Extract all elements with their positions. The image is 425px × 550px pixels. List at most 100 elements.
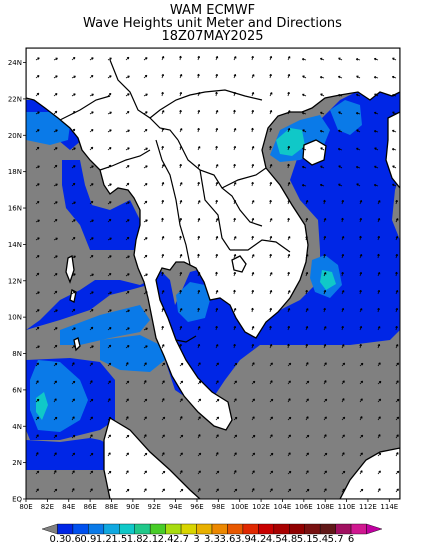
wave-arrow xyxy=(125,219,130,223)
wave-arrow xyxy=(161,344,165,349)
wave-arrow xyxy=(197,127,200,133)
wave-arrow xyxy=(107,183,112,187)
mainland-asia xyxy=(26,48,400,431)
wave-arrow xyxy=(233,163,236,169)
wave-arrow xyxy=(269,181,273,187)
wave-arrow xyxy=(107,452,111,457)
map-field-layer xyxy=(26,48,400,499)
wave-arrow xyxy=(89,452,94,457)
wave-arrow xyxy=(359,325,363,331)
colorbar-label: 3 xyxy=(193,534,200,545)
wave-arrow xyxy=(215,398,220,403)
wave-arrow xyxy=(107,92,112,97)
wave-arrow xyxy=(71,147,76,151)
wave-arrow xyxy=(341,398,345,403)
wave-arrow xyxy=(89,416,93,421)
wave-arrow xyxy=(107,272,112,277)
wave-arrow xyxy=(287,127,291,133)
colorbar-segment xyxy=(350,523,367,535)
wave-arrow xyxy=(179,308,183,313)
wave-arrow xyxy=(323,452,328,457)
wave-arrow xyxy=(305,380,310,385)
wave-arrow xyxy=(341,362,346,367)
wave-arrow xyxy=(107,237,112,241)
wave-arrow xyxy=(71,398,75,403)
wave-arrow xyxy=(269,434,273,439)
wave-arrow xyxy=(53,183,58,187)
wave-arrow xyxy=(269,380,273,385)
wave-arrow xyxy=(107,129,112,133)
wave-arrow xyxy=(53,398,57,403)
wave-arrow xyxy=(287,470,292,475)
wave-arrow xyxy=(251,326,255,331)
lat-tick-label: 24N xyxy=(8,59,22,67)
colorbar-label: 5.4 xyxy=(312,534,329,545)
wave-arrow xyxy=(125,452,129,457)
wave-arrow xyxy=(359,289,362,295)
wave-arrow xyxy=(143,254,148,259)
wave-arrow xyxy=(71,182,76,187)
colorbar-segment xyxy=(211,523,228,535)
wave-arrow xyxy=(341,452,345,457)
wave-arrow xyxy=(320,147,325,151)
wave-arrow xyxy=(341,271,344,277)
wave-arrow xyxy=(35,326,40,331)
wave-arrow xyxy=(89,362,93,367)
wave-arrow xyxy=(323,398,328,403)
wave-arrow xyxy=(53,380,57,385)
wave-arrow xyxy=(269,470,274,475)
wave-arrow xyxy=(197,362,201,367)
colorbar-label: 1.5 xyxy=(111,534,128,545)
wave-arrow xyxy=(125,56,130,61)
wave-arrow xyxy=(35,380,39,385)
wave-arrow xyxy=(89,111,94,115)
wave-arrow xyxy=(251,163,255,169)
wave-arrow xyxy=(269,362,273,367)
wave-arrow xyxy=(125,273,130,277)
wave-arrow xyxy=(374,147,379,151)
lat-tick-label: 8N xyxy=(12,350,22,358)
wave-arrow xyxy=(323,470,327,475)
wave-arrow xyxy=(302,93,307,97)
wave-arrow xyxy=(341,380,345,385)
wave-arrow xyxy=(53,290,58,295)
lon-tick-label: 96E xyxy=(190,503,203,511)
wave-arrow xyxy=(341,290,345,295)
wave-arrow xyxy=(377,380,382,385)
wave-arrow xyxy=(143,380,147,385)
colorbar-label: 2.4 xyxy=(157,534,174,545)
wave-arrow xyxy=(107,218,112,223)
wave-arrow xyxy=(305,343,309,349)
wave-arrow xyxy=(287,325,291,331)
wave-arrow xyxy=(197,343,201,349)
colorbar-label: 3.3 xyxy=(204,534,220,545)
wave-arrow xyxy=(215,380,219,385)
wave-arrow xyxy=(395,488,399,493)
lon-tick-label: 100E xyxy=(231,503,249,511)
wave-arrow xyxy=(373,129,379,133)
wave-arrow xyxy=(35,416,40,421)
wave-arrow xyxy=(377,416,381,421)
wave-arrow xyxy=(179,109,182,115)
wave-arrow xyxy=(251,55,254,61)
colorbar-segment xyxy=(180,523,197,535)
wave-arrow xyxy=(359,380,364,385)
wave-arrow xyxy=(161,110,165,115)
wave-arrow xyxy=(125,129,130,133)
wave-arrow xyxy=(233,289,236,295)
wave-arrow xyxy=(319,75,325,79)
wave-arrow xyxy=(341,344,345,349)
wave-arrow xyxy=(377,452,382,457)
wave-arrow xyxy=(71,308,76,313)
wave-arrow xyxy=(197,163,201,169)
wave-arrow xyxy=(53,309,58,313)
wave-arrow xyxy=(161,452,165,457)
lon-tick-label: 110E xyxy=(338,503,356,511)
wave-arrow xyxy=(107,327,112,331)
wave-arrow xyxy=(233,91,237,97)
wave-arrow xyxy=(125,488,130,493)
wave-arrow xyxy=(233,308,237,313)
wave-arrow xyxy=(395,253,399,259)
wave-arrow xyxy=(373,183,379,187)
wave-arrow xyxy=(269,253,272,259)
